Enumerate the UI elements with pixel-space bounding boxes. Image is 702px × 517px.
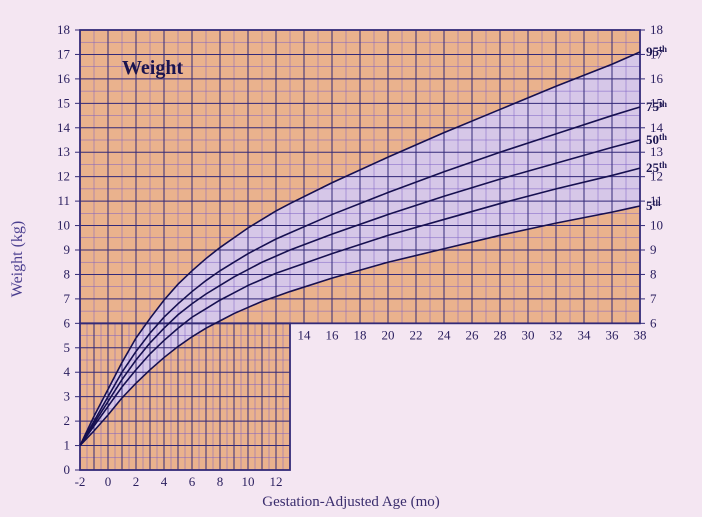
svg-text:14: 14 <box>57 120 71 135</box>
svg-text:16: 16 <box>57 71 71 86</box>
svg-text:4: 4 <box>161 474 168 489</box>
svg-text:9: 9 <box>650 242 657 257</box>
svg-text:7: 7 <box>650 291 657 306</box>
svg-text:16: 16 <box>650 71 664 86</box>
svg-text:34: 34 <box>578 327 592 342</box>
svg-text:10: 10 <box>57 218 70 233</box>
svg-text:2: 2 <box>133 474 140 489</box>
svg-text:26: 26 <box>466 327 480 342</box>
svg-text:8: 8 <box>650 266 657 281</box>
svg-text:9: 9 <box>64 242 71 257</box>
svg-text:50th: 50th <box>646 132 667 147</box>
svg-text:95th: 95th <box>646 44 667 59</box>
svg-text:32: 32 <box>550 327 563 342</box>
svg-text:5th: 5th <box>646 198 661 213</box>
svg-text:16: 16 <box>326 327 340 342</box>
svg-text:38: 38 <box>634 327 647 342</box>
svg-text:20: 20 <box>382 327 395 342</box>
svg-text:2: 2 <box>64 413 71 428</box>
svg-text:30: 30 <box>522 327 535 342</box>
svg-text:24: 24 <box>438 327 452 342</box>
svg-text:4: 4 <box>64 364 71 379</box>
svg-text:3: 3 <box>64 389 71 404</box>
svg-text:5: 5 <box>64 340 71 355</box>
svg-text:8: 8 <box>64 266 71 281</box>
svg-text:12: 12 <box>57 169 70 184</box>
svg-text:22: 22 <box>410 327 423 342</box>
svg-text:25th: 25th <box>646 160 667 175</box>
growth-chart: 0123456789101112131415161718678910111213… <box>0 0 702 517</box>
svg-text:11: 11 <box>57 193 70 208</box>
svg-text:18: 18 <box>57 22 70 37</box>
svg-text:18: 18 <box>354 327 367 342</box>
svg-text:75th: 75th <box>646 99 667 114</box>
svg-text:7: 7 <box>64 291 71 306</box>
svg-text:15: 15 <box>57 95 70 110</box>
svg-text:18: 18 <box>650 22 663 37</box>
svg-text:6: 6 <box>189 474 196 489</box>
chart-page: Weight (kg) Gestation-Adjusted Age (mo) … <box>0 0 702 517</box>
svg-text:6: 6 <box>650 315 657 330</box>
svg-text:1: 1 <box>64 438 71 453</box>
svg-text:10: 10 <box>650 218 663 233</box>
svg-text:6: 6 <box>64 315 71 330</box>
svg-text:17: 17 <box>57 46 71 61</box>
svg-text:36: 36 <box>606 327 620 342</box>
svg-text:8: 8 <box>217 474 224 489</box>
x-axis-label: Gestation-Adjusted Age (mo) <box>262 494 439 511</box>
svg-text:0: 0 <box>105 474 112 489</box>
chart-title: Weight <box>122 57 183 80</box>
svg-text:12: 12 <box>270 474 283 489</box>
svg-text:13: 13 <box>57 144 70 159</box>
y-axis-label: Weight (kg) <box>9 220 27 296</box>
svg-text:10: 10 <box>242 474 255 489</box>
svg-text:-2: -2 <box>75 474 86 489</box>
svg-text:0: 0 <box>64 462 71 477</box>
svg-text:28: 28 <box>494 327 507 342</box>
svg-text:14: 14 <box>298 327 312 342</box>
